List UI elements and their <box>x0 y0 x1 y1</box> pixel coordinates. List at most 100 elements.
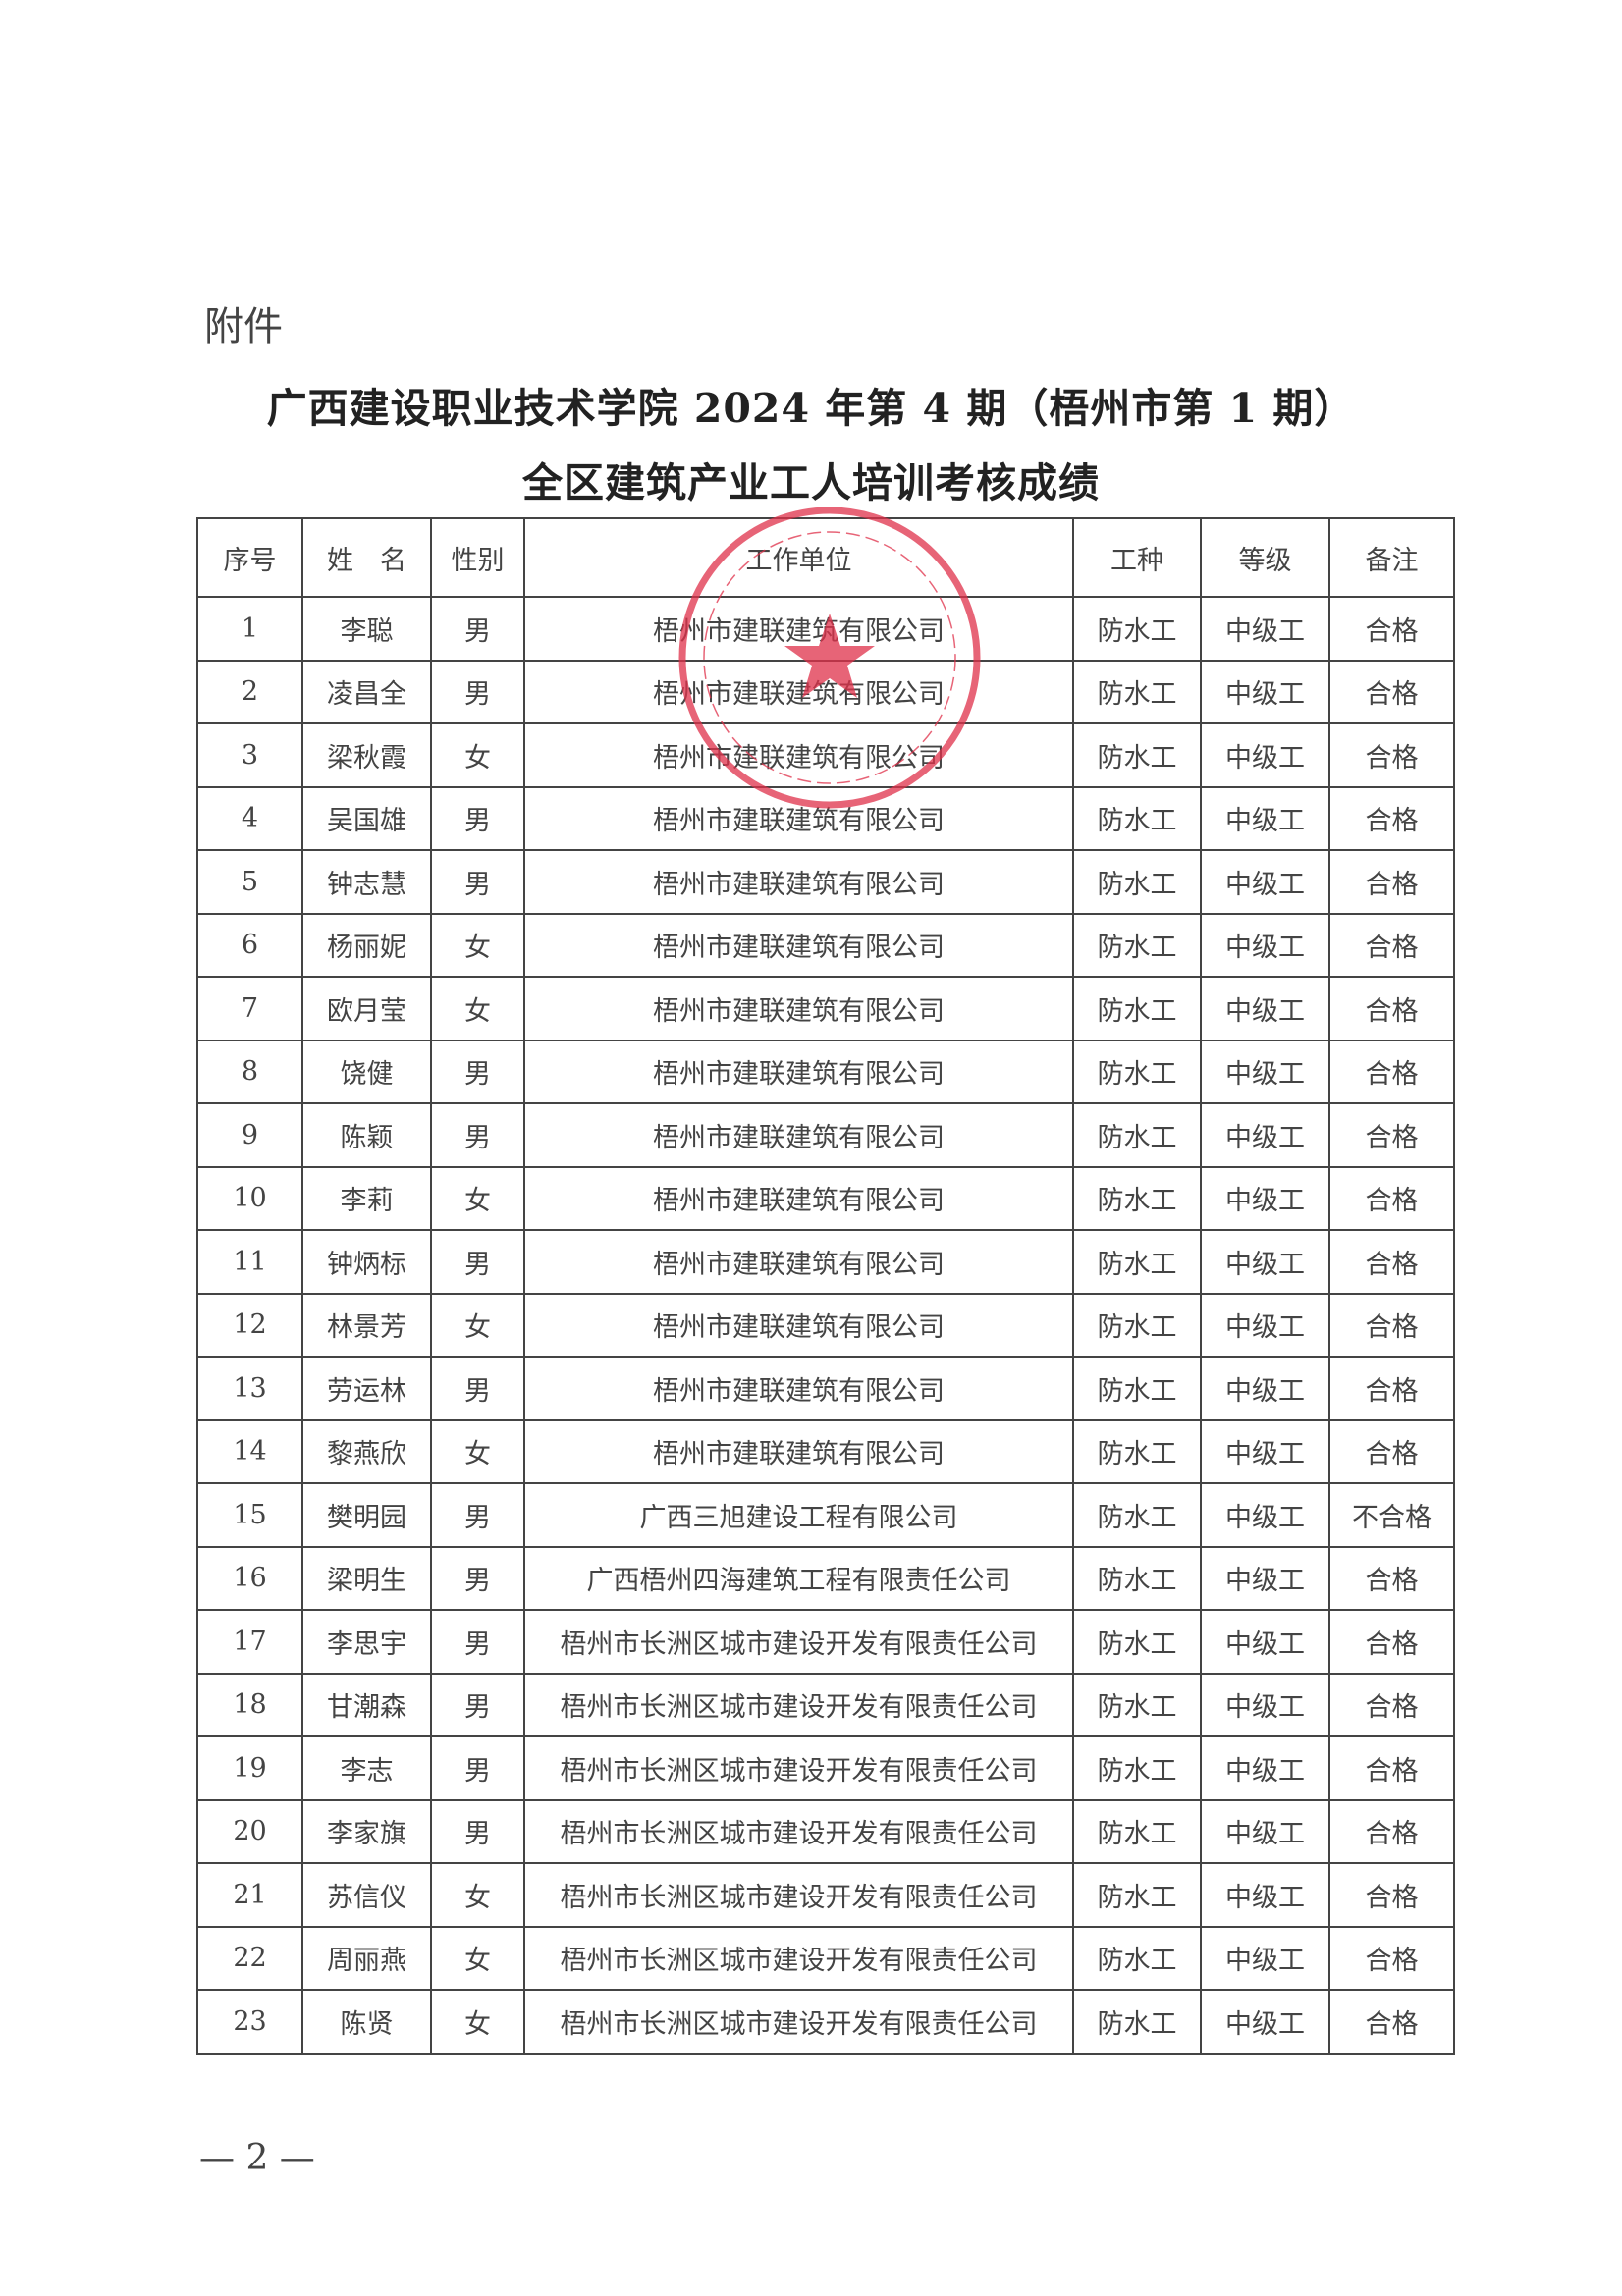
row-employer: 梧州市建联建筑有限公司 <box>523 1039 1074 1104</box>
row-gender: 女 <box>430 1925 525 1991</box>
document-title-line2: 全区建筑产业工人培训考核成绩 <box>522 459 1100 507</box>
table-row: 21 苏信仪女梧州市长洲区城市建设开发有限责任公司 防水工 中级工 合格 <box>196 1862 1455 1928</box>
table-row: 12 林景芳女梧州市建联建筑有限公司 防水工 中级工 合格 <box>196 1292 1455 1358</box>
row-level: 中级工 <box>1200 1862 1330 1928</box>
table-row: 4 吴国雄男梧州市建联建筑有限公司 防水工 中级工 合格 <box>196 785 1455 851</box>
row-index: 1 <box>196 596 303 662</box>
row-name: 凌昌全 <box>301 659 432 724</box>
row-index: 16 <box>196 1545 303 1611</box>
row-level: 中级工 <box>1200 1545 1330 1611</box>
row-index: 4 <box>196 785 303 851</box>
table-row: 2 凌昌全男梧州市建联建筑有限公司 防水工 中级工 合格 <box>196 659 1455 724</box>
row-gender: 男 <box>430 1356 525 1421</box>
row-level: 中级工 <box>1200 1989 1330 2055</box>
row-name: 陈贤 <box>301 1989 432 2055</box>
row-index: 9 <box>196 1102 303 1168</box>
row-trade: 防水工 <box>1072 1672 1202 1737</box>
row-employer: 梧州市长洲区城市建设开发有限责任公司 <box>523 1989 1074 2055</box>
row-level: 中级工 <box>1200 849 1330 915</box>
row-employer: 梧州市建联建筑有限公司 <box>523 976 1074 1041</box>
row-index: 2 <box>196 659 303 724</box>
table-row: 22 周丽燕女梧州市长洲区城市建设开发有限责任公司 防水工 中级工 合格 <box>196 1925 1455 1991</box>
row-name: 钟志慧 <box>301 849 432 915</box>
row-employer: 梧州市建联建筑有限公司 <box>523 1165 1074 1231</box>
row-gender: 男 <box>430 1735 525 1801</box>
row-employer: 梧州市建联建筑有限公司 <box>523 849 1074 915</box>
row-gender: 男 <box>430 1609 525 1675</box>
row-remark: 合格 <box>1328 976 1455 1041</box>
row-level: 中级工 <box>1200 596 1330 662</box>
row-name: 周丽燕 <box>301 1925 432 1991</box>
row-level: 中级工 <box>1200 1925 1330 1991</box>
row-name: 樊明园 <box>301 1482 432 1548</box>
row-level: 中级工 <box>1200 1039 1330 1104</box>
row-remark: 合格 <box>1328 1102 1455 1168</box>
row-employer: 广西梧州四海建筑工程有限责任公司 <box>523 1545 1074 1611</box>
row-employer: 梧州市长洲区城市建设开发有限责任公司 <box>523 1925 1074 1991</box>
document-title-line1: 广西建设职业技术学院 2024 年第 4 期（梧州市第 1 期） <box>266 385 1356 432</box>
row-name: 梁明生 <box>301 1545 432 1611</box>
row-level: 中级工 <box>1200 1798 1330 1864</box>
row-remark: 合格 <box>1328 1165 1455 1231</box>
row-level: 中级工 <box>1200 1229 1330 1295</box>
row-name: 李思宇 <box>301 1609 432 1675</box>
table-row: 11 钟炳标男梧州市建联建筑有限公司 防水工 中级工 合格 <box>196 1229 1455 1295</box>
table-row: 6 杨丽妮女梧州市建联建筑有限公司 防水工 中级工 合格 <box>196 912 1455 978</box>
row-remark: 合格 <box>1328 1039 1455 1104</box>
row-remark: 合格 <box>1328 596 1455 662</box>
row-name: 李聪 <box>301 596 432 662</box>
row-gender: 女 <box>430 1418 525 1484</box>
table-row: 20 李家旗男梧州市长洲区城市建设开发有限责任公司 防水工 中级工 合格 <box>196 1798 1455 1864</box>
row-remark: 合格 <box>1328 1292 1455 1358</box>
row-index: 3 <box>196 722 303 788</box>
row-trade: 防水工 <box>1072 1165 1202 1231</box>
row-index: 12 <box>196 1292 303 1358</box>
table-row: 14 黎燕欣女梧州市建联建筑有限公司 防水工 中级工 合格 <box>196 1418 1455 1484</box>
header-trade: 工种 <box>1072 517 1202 598</box>
row-index: 10 <box>196 1165 303 1231</box>
row-index: 15 <box>196 1482 303 1548</box>
header-gender: 性别 <box>430 517 525 598</box>
row-index: 19 <box>196 1735 303 1801</box>
row-name: 梁秋霞 <box>301 722 432 788</box>
row-remark: 合格 <box>1328 1798 1455 1864</box>
row-trade: 防水工 <box>1072 1989 1202 2055</box>
row-employer: 梧州市长洲区城市建设开发有限责任公司 <box>523 1735 1074 1801</box>
row-name: 陈颖 <box>301 1102 432 1168</box>
row-gender: 男 <box>430 1545 525 1611</box>
row-level: 中级工 <box>1200 1482 1330 1548</box>
row-level: 中级工 <box>1200 1735 1330 1801</box>
row-trade: 防水工 <box>1072 1482 1202 1548</box>
row-gender: 女 <box>430 1292 525 1358</box>
row-employer: 梧州市长洲区城市建设开发有限责任公司 <box>523 1798 1074 1864</box>
results-table: 序号 姓 名 性别 工作单位 工种 等级 备注 1 李聪男梧州市建联建筑有限公司防… <box>196 517 1455 2055</box>
row-employer: 梧州市建联建筑有限公司 <box>523 1292 1074 1358</box>
row-trade: 防水工 <box>1072 912 1202 978</box>
row-trade: 防水工 <box>1072 1609 1202 1675</box>
table-row: 17 李思宇男梧州市长洲区城市建设开发有限责任公司 防水工 中级工 合格 <box>196 1609 1455 1675</box>
table-row: 7 欧月莹女梧州市建联建筑有限公司 防水工 中级工 合格 <box>196 976 1455 1041</box>
row-remark: 合格 <box>1328 1862 1455 1928</box>
row-name: 劳运林 <box>301 1356 432 1421</box>
row-gender: 男 <box>430 849 525 915</box>
header-employer: 工作单位 <box>523 517 1074 598</box>
table-row: 3 梁秋霞女梧州市建联建筑有限公司 防水工 中级工 合格 <box>196 722 1455 788</box>
row-gender: 女 <box>430 1165 525 1231</box>
row-employer: 梧州市建联建筑有限公司 <box>523 1102 1074 1168</box>
row-index: 11 <box>196 1229 303 1295</box>
row-trade: 防水工 <box>1072 785 1202 851</box>
row-index: 6 <box>196 912 303 978</box>
table-row: 9 陈颖男梧州市建联建筑有限公司 防水工 中级工 合格 <box>196 1102 1455 1168</box>
attachment-label: 附件 <box>204 304 283 349</box>
row-gender: 男 <box>430 785 525 851</box>
row-remark: 合格 <box>1328 1418 1455 1484</box>
row-employer: 梧州市建联建筑有限公司 <box>523 596 1074 662</box>
row-remark: 合格 <box>1328 1545 1455 1611</box>
header-index: 序号 <box>196 517 303 598</box>
row-trade: 防水工 <box>1072 1039 1202 1104</box>
row-level: 中级工 <box>1200 1418 1330 1484</box>
row-gender: 男 <box>430 1672 525 1737</box>
row-gender: 女 <box>430 976 525 1041</box>
table-row: 10 李莉女梧州市建联建筑有限公司 防水工 中级工 合格 <box>196 1165 1455 1231</box>
row-gender: 男 <box>430 1482 525 1548</box>
